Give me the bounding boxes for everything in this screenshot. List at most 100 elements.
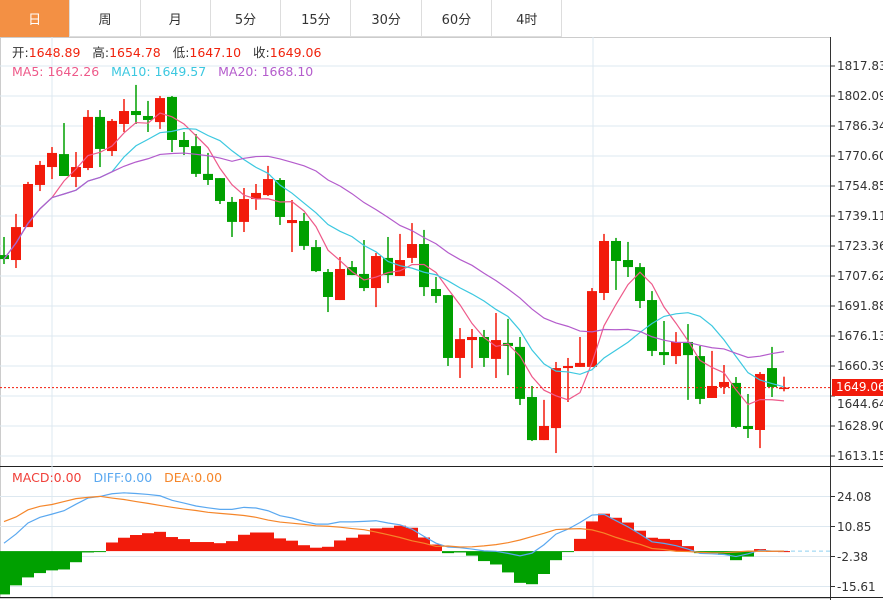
candle-up [47,152,57,168]
candle-down [743,425,753,430]
close-value: 1649.06 [269,45,322,60]
macd-bar [550,551,562,561]
tab-15min[interactable]: 15分 [281,0,352,37]
macd-bar [0,551,10,595]
macd-value: MACD:0.00 [12,470,82,485]
candle-down [311,247,321,272]
macd-bar [526,551,538,585]
macd-bar [46,551,58,571]
period-tabs: 日 周 月 5分 15分 30分 60分 4时 [0,0,563,37]
macd-bar [466,551,478,556]
candle-down [527,397,537,441]
macd-bar [262,532,274,552]
macd-tick-label: -15.61 [837,579,876,594]
macd-bar [490,551,502,565]
candle-up [575,362,585,367]
dea-line [3,495,785,554]
candle-up [671,341,681,357]
tab-30min[interactable]: 30分 [351,0,422,37]
macd-bar [574,538,586,552]
tab-4hour[interactable]: 4时 [492,0,563,37]
candle-down [143,115,153,120]
macd-bar [730,551,742,561]
price-tick-label: 1739.11 [837,208,883,223]
candle-down [731,382,741,427]
tab-5min[interactable]: 5分 [211,0,282,37]
price-tick-label: 1676.13 [837,328,883,343]
macd-tick-label: 24.08 [837,489,872,504]
macd-bar [142,533,154,552]
open-label: 开: [12,45,29,60]
candle-down [623,260,633,268]
tab-week[interactable]: 周 [70,0,141,37]
tab-60min[interactable]: 60分 [422,0,493,37]
macd-bar [598,513,610,552]
ma-info: MA5: 1642.26 MA10: 1649.57 MA20: 1668.10 [12,64,313,79]
candle-up [455,339,465,358]
candle-down [275,180,285,217]
macd-bar [394,525,406,552]
macd-bar [154,531,166,552]
macd-bar [226,541,238,552]
price-tick-label: 1707.62 [837,268,883,283]
price-tick-label: 1770.60 [837,148,883,163]
candle-down [659,352,669,356]
candle-down [419,244,429,288]
ma20-value: MA20: 1668.10 [218,64,314,79]
candle-up [71,167,81,177]
macd-bar [106,542,118,552]
candle-down [431,288,441,297]
price-tick-label: 1628.90 [837,418,883,433]
candle-up [155,98,165,123]
candle-up [263,179,273,196]
macd-bar [538,551,550,575]
price-tick-label: 1802.09 [837,88,883,103]
macd-info: MACD:0.00 DIFF:0.00 DEA:0.00 [12,470,222,485]
candle-down [515,346,525,399]
candle-up [587,291,597,367]
candle-down [59,154,69,176]
diff-value: DIFF:0.00 [93,470,153,485]
macd-bar [250,532,262,552]
macd-bar [406,527,418,552]
tab-month[interactable]: 月 [141,0,211,37]
candle-down [443,295,453,358]
macd-bar [274,538,286,552]
candle-down [647,300,657,351]
candle-up [335,268,345,301]
macd-bar [202,542,214,552]
macd-bar [562,551,574,553]
macd-bar [442,551,454,554]
price-tick-label: 1691.88 [837,298,883,313]
macd-bar [286,540,298,552]
candle-up [599,240,609,293]
macd-bar [346,537,358,552]
candle-up [107,120,117,152]
candle-down [167,96,177,140]
macd-bar [58,551,70,570]
macd-bar [322,546,334,552]
ma10-value: MA10: 1649.57 [111,64,207,79]
tab-day[interactable]: 日 [0,0,71,37]
candle-up [119,111,129,124]
macd-bar [334,540,346,552]
price-tick-label: 1817.83 [837,59,883,73]
macd-bar [358,534,370,552]
candle-down [0,255,9,260]
macd-bar [10,551,22,586]
high-label: 高: [92,45,110,60]
macd-bar [82,551,94,553]
candle-down [611,240,621,261]
macd-bar [706,551,718,554]
macd-bar [622,522,634,552]
price-tick-label: 1754.85 [837,179,883,193]
candle-down [683,341,693,356]
ma10-line [3,127,785,388]
candle-down [227,201,237,222]
macd-bar [454,551,466,553]
macd-bar [370,528,382,552]
candle-down [203,173,213,181]
candle-up [707,385,717,398]
macd-bar [658,538,670,552]
